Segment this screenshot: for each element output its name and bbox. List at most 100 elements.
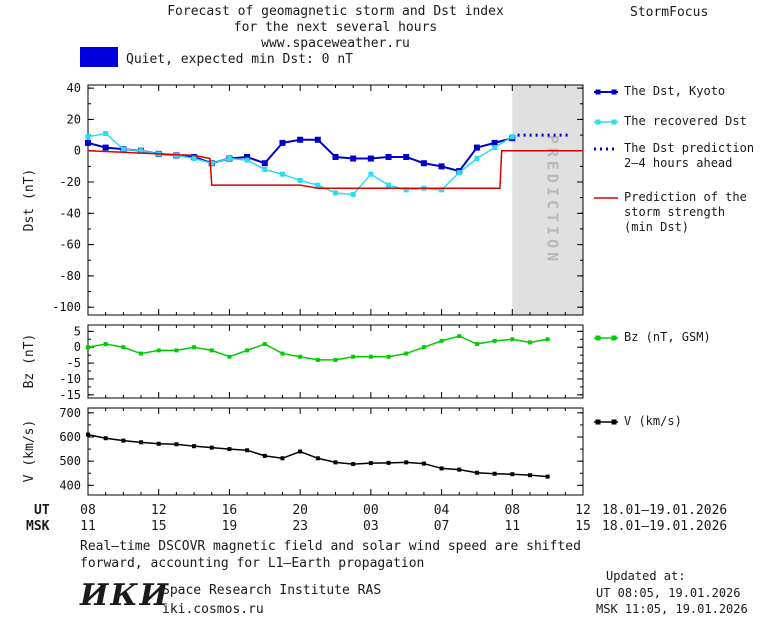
- legend-recovered-label: The recovered Dst: [624, 114, 747, 128]
- series-marker: [262, 342, 267, 347]
- series-line: [87, 149, 583, 190]
- series-marker: [139, 440, 144, 445]
- y-tick-label: 40: [67, 81, 81, 95]
- legend-storm-label-1: Prediction of the: [624, 190, 747, 204]
- series-marker: [103, 436, 108, 441]
- y-tick-label: 0: [74, 340, 81, 354]
- v-swatch-icon: [594, 419, 618, 425]
- ut-tick-label: 08: [504, 503, 521, 518]
- series-marker: [367, 155, 374, 162]
- series-marker: [386, 182, 392, 188]
- series-line: [87, 433, 548, 478]
- msk-tick-label: 03: [363, 519, 379, 534]
- msk-date-range: 18.01–19.01.2026: [602, 519, 728, 534]
- msk-tick-label: 19: [221, 519, 238, 534]
- series-marker: [474, 470, 479, 475]
- msk-axis-row: 11 15 19 23 03 07 11 15: [0, 519, 760, 535]
- legend-dst-kyoto-label: The Dst, Kyoto: [624, 84, 726, 98]
- series-marker: [438, 163, 445, 170]
- series-marker: [280, 456, 285, 461]
- series-marker: [491, 139, 498, 146]
- legend-prediction: The Dst prediction 2–4 hours ahead: [593, 141, 754, 171]
- series-marker: [527, 473, 532, 478]
- series-marker: [315, 182, 321, 188]
- series-marker: [332, 153, 339, 160]
- legend-recovered: The recovered Dst: [593, 114, 747, 129]
- series-marker: [333, 357, 338, 362]
- recovered-dst-swatch-icon: [594, 119, 618, 125]
- series-marker: [439, 187, 445, 193]
- series-marker: [138, 148, 144, 154]
- institute-name: Space Research Institute RAS: [162, 583, 382, 598]
- y-tick-label: 5: [74, 324, 81, 338]
- series-marker: [298, 449, 303, 454]
- ut-tick-label: 08: [80, 503, 96, 518]
- plot-border: [87, 84, 584, 316]
- status-swatch: [80, 47, 118, 67]
- y-tick-label: -10: [59, 372, 81, 386]
- series-marker: [262, 453, 267, 458]
- updated-ut: UT 08:05, 19.01.2026: [596, 586, 741, 600]
- series-marker: [121, 438, 126, 443]
- series-marker: [350, 192, 356, 198]
- series-marker: [351, 354, 356, 359]
- series-marker: [102, 144, 109, 151]
- bz-chart: 5 0 -5 -10 -15: [59, 324, 584, 402]
- series-marker: [510, 472, 515, 477]
- dst-axis-title: Dst (nT): [22, 168, 37, 232]
- series-line: [87, 137, 513, 173]
- series-marker: [244, 153, 251, 160]
- msk-axis-label: MSK: [26, 519, 50, 534]
- series-marker: [191, 156, 197, 162]
- series-marker: [245, 448, 250, 453]
- series-marker: [279, 171, 285, 177]
- series-marker: [368, 354, 373, 359]
- page-title: Forecast of geomagnetic storm and Dst in…: [167, 4, 504, 19]
- series-marker: [245, 348, 250, 353]
- series-marker: [261, 160, 268, 167]
- ut-tick-label: 20: [292, 503, 308, 518]
- v-chart: 700 600 500 400: [59, 406, 584, 496]
- y-tick-label: 700: [59, 406, 81, 420]
- legend-prediction-label-2: 2–4 hours ahead: [624, 156, 733, 170]
- series-marker: [510, 337, 515, 342]
- ut-tick-label: 04: [433, 503, 450, 518]
- legend-v-label: V (km/s): [624, 414, 682, 428]
- series-marker: [209, 445, 214, 450]
- ut-axis-row: 08 12 16 20 00 04 08 12: [0, 503, 760, 519]
- msk-tick-label: 15: [150, 519, 167, 534]
- legend-prediction-label-1: The Dst prediction: [624, 141, 755, 155]
- y-tick-label: 0: [74, 144, 81, 158]
- y-tick-label: -100: [52, 300, 81, 314]
- series-marker: [103, 131, 109, 137]
- legend-dst-kyoto: The Dst, Kyoto: [593, 84, 725, 99]
- series-marker: [298, 354, 303, 359]
- y-tick-label: 20: [67, 112, 81, 126]
- series-marker: [351, 462, 356, 467]
- y-tick-label: -20: [59, 175, 81, 189]
- ut-tick-label: 12: [575, 503, 591, 518]
- dst-chart: PREDICTION 40 20 0 -20 -40 -60 -80 -100: [52, 81, 584, 316]
- series-marker: [333, 190, 338, 196]
- series-line: [87, 335, 548, 361]
- y-tick-label: -40: [59, 206, 81, 220]
- series-marker: [192, 345, 197, 350]
- series-marker: [368, 171, 374, 177]
- updated-msk: MSK 11:05, 19.01.2026: [596, 602, 748, 616]
- series-marker: [421, 345, 426, 350]
- series-marker: [509, 134, 515, 140]
- series-marker: [492, 338, 497, 343]
- series-marker: [85, 134, 91, 140]
- dst-prediction-swatch-icon: [594, 147, 618, 151]
- y-tick-label: 400: [59, 478, 81, 492]
- series-marker: [227, 354, 232, 359]
- series-marker: [156, 441, 161, 446]
- y-tick-label: -5: [67, 356, 81, 370]
- y-tick-label: 500: [59, 454, 81, 468]
- y-tick-label: -15: [59, 388, 81, 402]
- y-tick-label: -60: [59, 238, 81, 252]
- series-marker: [456, 170, 462, 176]
- plot-border: [87, 407, 584, 496]
- legend-storm-label-3: (min Dst): [624, 220, 690, 234]
- legend-storm-prediction: Prediction of the storm strength (min Ds…: [593, 190, 747, 235]
